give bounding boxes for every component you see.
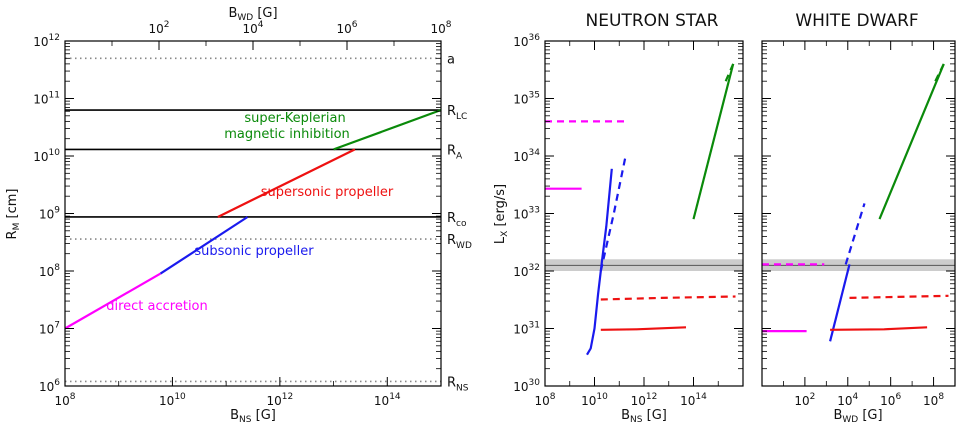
ns-series-2 (586, 168, 613, 356)
ns-y-axis-label: LX [erg/s] (493, 184, 510, 244)
rm-x-tick-label: 1010 (159, 392, 186, 408)
wd-axis-ticks: 102 104 106 108 (762, 40, 955, 408)
ns-x-tick-label: 1014 (680, 392, 707, 408)
rm-series-0 (64, 272, 162, 330)
rm-x2-tick-label: 108 (430, 20, 451, 36)
rm-series-2 (217, 148, 356, 218)
wd-x-tick-label: 102 (794, 392, 815, 408)
rm-y-tick-label: 1012 (33, 33, 60, 49)
rm-series-3 (333, 108, 442, 151)
rm-y-tick-label: 107 (39, 321, 60, 337)
ns-series-4 (600, 326, 687, 331)
reference-label-4: RWD (447, 233, 472, 251)
rm-top-axis-label: BWD [G] (228, 6, 277, 23)
ns-y-tick-label: 1032 (513, 263, 540, 279)
rm-y-tick-label: 1010 (33, 148, 60, 164)
wd-series-lines (762, 63, 949, 342)
rm-x-tick-label: 1014 (374, 392, 401, 408)
rm-series-1 (159, 216, 249, 275)
reference-label-1: RLC (447, 104, 467, 122)
rm-chart-panel: a RLC RA Rco RWD RNS 106 107 108 109 1010 1011 1012… (5, 6, 472, 425)
neutron-star-panel: NEUTRON STAR 103010311032103310341035103… (493, 11, 744, 425)
rm-x2-tick-label: 106 (336, 20, 357, 36)
reference-label-2: RA (447, 143, 463, 161)
rm-x2-tick-label: 104 (242, 20, 263, 36)
white-dwarf-panel: WHITE DWARF 102 104 106 108 BWD [G] (761, 11, 956, 425)
wd-series-3 (844, 203, 866, 265)
wd-series-5 (849, 294, 949, 299)
rm-y-tick-label: 1011 (33, 91, 60, 107)
wd-plot-frame (761, 40, 956, 387)
ns-y-tick-label: 1034 (513, 148, 540, 164)
rm-y-tick-label: 109 (39, 206, 60, 222)
ns-series-3 (599, 155, 627, 272)
ns-x-axis-label: BNS [G] (621, 408, 667, 425)
rm-y-tick-label: 106 (39, 378, 60, 394)
ns-series-5 (600, 295, 736, 301)
wd-x-tick-label: 104 (837, 392, 858, 408)
rm-bottom-axis-label: BNS [G] (230, 408, 276, 425)
ns-y-tick-label: 1035 (513, 91, 540, 107)
reference-label-5: RNS (447, 375, 469, 393)
rm-x-tick-label: 1012 (266, 392, 293, 408)
wd-series-2 (829, 264, 851, 342)
rm-axis-ticks: 106 107 108 109 1010 1011 1012 108 1010 1012 1014 1… (33, 20, 452, 408)
rm-x2-tick-label: 102 (148, 20, 169, 36)
rm-reference-lines: a RLC RA Rco RWD RNS (65, 52, 472, 393)
ns-y-tick-label: 1031 (513, 321, 540, 337)
wd-gray-band (762, 259, 955, 271)
rm-series-lines (64, 108, 442, 330)
neutron-star-title: NEUTRON STAR (586, 11, 719, 31)
wd-series-4 (830, 326, 928, 331)
wd-x-axis-label: BWD [G] (833, 408, 882, 425)
reference-label-0: a (447, 52, 455, 67)
rm-plot-frame (64, 40, 442, 387)
ns-gray-band (545, 259, 743, 271)
wd-x-tick-label: 106 (880, 392, 901, 408)
ns-series-lines (545, 63, 736, 356)
ns-x-tick-label: 1010 (581, 392, 608, 408)
wd-x-tick-label: 108 (923, 392, 944, 408)
wd-series-6 (878, 63, 945, 220)
ns-series-6 (692, 63, 735, 220)
ns-plot-frame (544, 40, 744, 387)
ns-y-tick-label: 1033 (513, 206, 540, 222)
rm-y-tick-label: 108 (39, 263, 60, 279)
ns-x-tick-label: 108 (534, 392, 555, 408)
ns-y-tick-label: 1036 (513, 33, 540, 49)
white-dwarf-title: WHITE DWARF (795, 11, 918, 31)
ns-y-tick-label: 1030 (513, 378, 540, 394)
ns-x-tick-label: 1012 (631, 392, 658, 408)
annotation-supersonic-propeller: supersonic propeller (261, 185, 394, 200)
rm-x-tick-label: 108 (54, 392, 75, 408)
ns-series-7 (724, 63, 735, 82)
rm-y-axis-label: RM [cm] (5, 189, 22, 240)
ns-axis-ticks: 1030 1031 1032 1033 1034 1035 1036 108 1010 1012 1… (513, 33, 743, 408)
annotation-super-keplerian-line2: magnetic inhibition (224, 127, 350, 142)
annotation-subsonic-propeller: subsonic propeller (194, 244, 314, 259)
reference-label-3: Rco (447, 211, 467, 229)
wd-series-7 (934, 63, 945, 82)
annotation-super-keplerian-line1: super-Keplerian (244, 111, 345, 126)
annotation-direct-accretion: direct accretion (106, 299, 208, 314)
